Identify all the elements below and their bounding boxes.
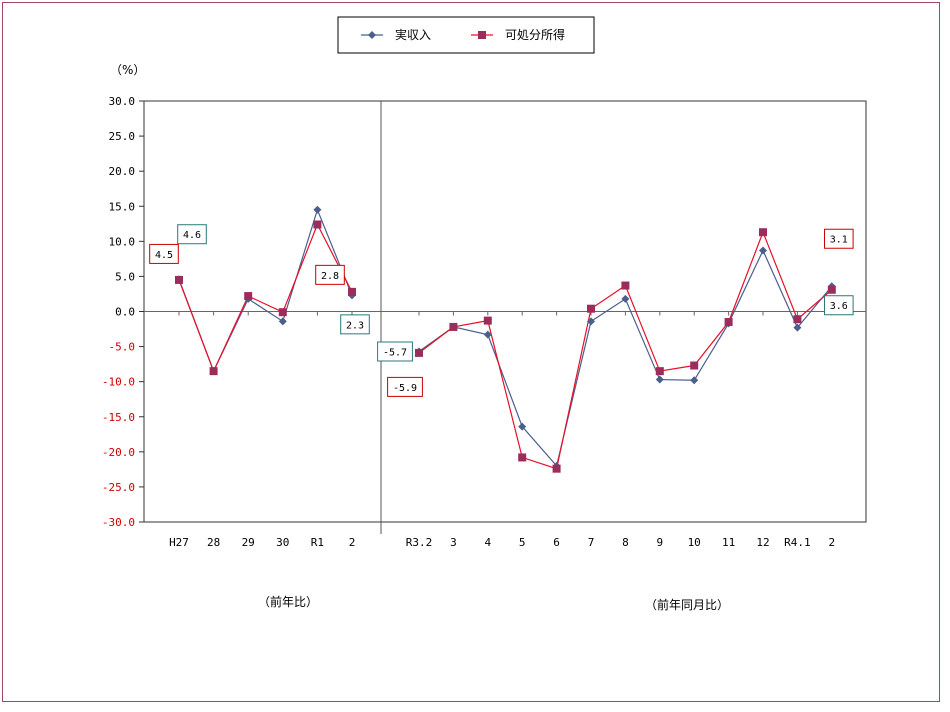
y-tick-label: -15.0 — [102, 411, 135, 424]
data-labels: 4.6 4.5 2.8 2.3 -5.7 -5.9 3.1 3.6 — [149, 224, 854, 397]
x-category-label: H27 — [169, 536, 189, 549]
data-label-box — [387, 376, 423, 397]
data-point-actual-income — [587, 317, 595, 326]
data-point-disposable-income — [793, 315, 802, 324]
data-point-disposable-income — [621, 281, 630, 290]
data-point-disposable-income — [449, 322, 458, 331]
axes — [139, 100, 867, 534]
data-point-disposable-income — [587, 304, 595, 313]
x-category-label: 2 — [828, 536, 835, 549]
data-label: 4.6 — [183, 230, 201, 241]
data-label: 2.8 — [321, 271, 339, 282]
y-tick-label: -20.0 — [102, 446, 135, 459]
y-tick-label: 25.0 — [109, 130, 136, 143]
data-point-disposable-income — [552, 464, 561, 473]
panel-caption: （前年比） — [258, 594, 318, 609]
y-tick-label: -10.0 — [102, 376, 135, 389]
y-tick-label: 10.0 — [109, 235, 136, 248]
y-tick-label: -30.0 — [102, 516, 135, 529]
data-point-actual-income — [621, 294, 630, 303]
data-label: 3.1 — [830, 235, 848, 246]
x-category-label: 9 — [656, 536, 663, 549]
x-category-label: 7 — [588, 536, 595, 549]
data-label-box — [340, 314, 370, 335]
data-point-disposable-income — [348, 287, 356, 296]
legend-label: 実収入 — [395, 27, 431, 42]
data-label: 3.6 — [830, 301, 848, 312]
data-point-disposable-income — [278, 308, 287, 317]
data-label: -5.9 — [393, 383, 417, 394]
y-tick-label: 15.0 — [109, 200, 136, 213]
data-label-box — [824, 295, 854, 316]
data-point-actual-income — [518, 422, 527, 431]
y-tick-label: -25.0 — [102, 481, 135, 494]
data-point-actual-income — [313, 205, 322, 214]
x-category-label: 4 — [484, 536, 491, 549]
data-point-disposable-income — [759, 228, 767, 237]
data-label-box — [824, 228, 854, 249]
x-category-label: 12 — [756, 536, 769, 549]
y-tick-label: 5.0 — [115, 270, 135, 283]
x-category-label: 11 — [722, 536, 735, 549]
data-point-actual-income — [483, 330, 492, 339]
series-markers — [175, 205, 836, 473]
legend: 実収入 可処分所得 — [337, 16, 595, 54]
data-point-actual-income — [690, 376, 699, 385]
x-category-label: R3.2 — [406, 536, 433, 549]
y-tick-label: 20.0 — [109, 165, 136, 178]
data-point-actual-income — [793, 323, 802, 332]
x-category-label: 3 — [450, 536, 457, 549]
data-point-disposable-income — [244, 292, 253, 301]
x-category-label: 30 — [276, 536, 289, 549]
data-point-disposable-income — [827, 285, 836, 294]
data-point-disposable-income — [655, 367, 664, 376]
data-point-actual-income — [759, 246, 767, 255]
series-line-disposable-income — [178, 223, 353, 373]
y-tick-label: 30.0 — [109, 95, 136, 108]
x-category-label: 6 — [553, 536, 560, 549]
data-point-actual-income — [278, 317, 287, 326]
series-line-disposable-income — [418, 230, 833, 470]
data-label-box — [177, 224, 207, 245]
data-label: 4.5 — [155, 250, 173, 261]
x-category-label: 5 — [519, 536, 526, 549]
data-label-box — [377, 341, 413, 362]
legend-swatch-marker — [368, 31, 376, 39]
data-label-box — [315, 264, 345, 285]
series-lines — [178, 207, 833, 470]
data-label-box — [149, 243, 179, 264]
chart-frame — [2, 2, 940, 702]
data-label: 2.3 — [346, 320, 364, 331]
data-point-disposable-income — [724, 318, 733, 327]
data-point-disposable-income — [175, 275, 183, 284]
data-point-disposable-income — [313, 220, 322, 229]
data-point-disposable-income — [209, 367, 218, 376]
axis-text: 30.0 25.0 20.0 15.0 10.0 5.0 0.0 -5.0 -10.0 -15.0… — [102, 63, 835, 612]
y-tick-label: -5.0 — [109, 341, 136, 354]
x-category-label: 28 — [207, 536, 220, 549]
x-category-label: R1 — [311, 536, 324, 549]
data-point-disposable-income — [483, 316, 492, 325]
data-label: -5.7 — [383, 347, 407, 358]
y-tick-label: 0.0 — [115, 306, 135, 319]
x-category-label: 29 — [242, 536, 255, 549]
data-point-actual-income — [655, 375, 664, 384]
x-category-label: 10 — [688, 536, 701, 549]
data-point-disposable-income — [415, 348, 423, 357]
x-category-label: 2 — [349, 536, 356, 549]
data-point-disposable-income — [518, 453, 527, 462]
legend-swatch-marker — [478, 31, 486, 39]
x-category-label: R4.1 — [784, 536, 811, 549]
data-point-disposable-income — [690, 361, 699, 370]
legend-label: 可処分所得 — [505, 27, 565, 42]
panel-caption: （前年同月比） — [645, 597, 729, 612]
x-category-label: 8 — [622, 536, 629, 549]
y-unit-label: （%） — [110, 63, 145, 77]
